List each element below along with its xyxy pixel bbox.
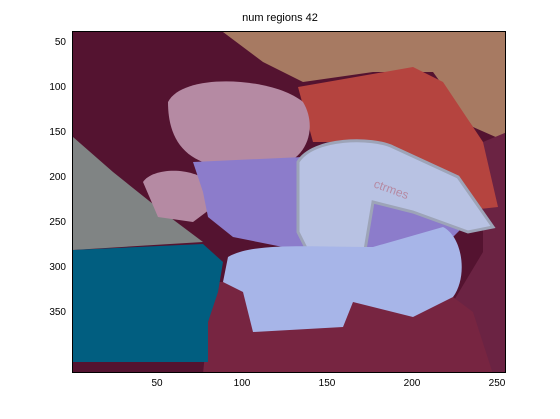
segmentation-image: ctrmes (72, 31, 506, 373)
region-gray-left (73, 137, 203, 250)
figure-title: num regions 42 (242, 12, 318, 24)
region-right-maroon (403, 132, 505, 372)
y-tick: 200 (49, 172, 66, 183)
x-tick: 200 (403, 378, 421, 389)
x-tick: 50 (151, 378, 163, 389)
region-pale-blue (296, 139, 496, 264)
region-teal (73, 244, 223, 362)
y-tick: 150 (49, 127, 66, 138)
y-tick: 100 (49, 82, 66, 93)
region-hand-mauve (143, 170, 213, 222)
y-tick: 350 (49, 307, 66, 318)
y-tick: 50 (54, 37, 66, 48)
x-tick: 250 (488, 378, 506, 389)
region-head-mauve (168, 81, 310, 167)
region-light-blue (223, 227, 462, 332)
y-tick: 250 (49, 217, 66, 228)
x-tick: 100 (233, 378, 251, 389)
y-tick: 300 (49, 262, 66, 273)
region-top-right-tan (223, 32, 505, 142)
x-tick: 150 (318, 378, 336, 389)
